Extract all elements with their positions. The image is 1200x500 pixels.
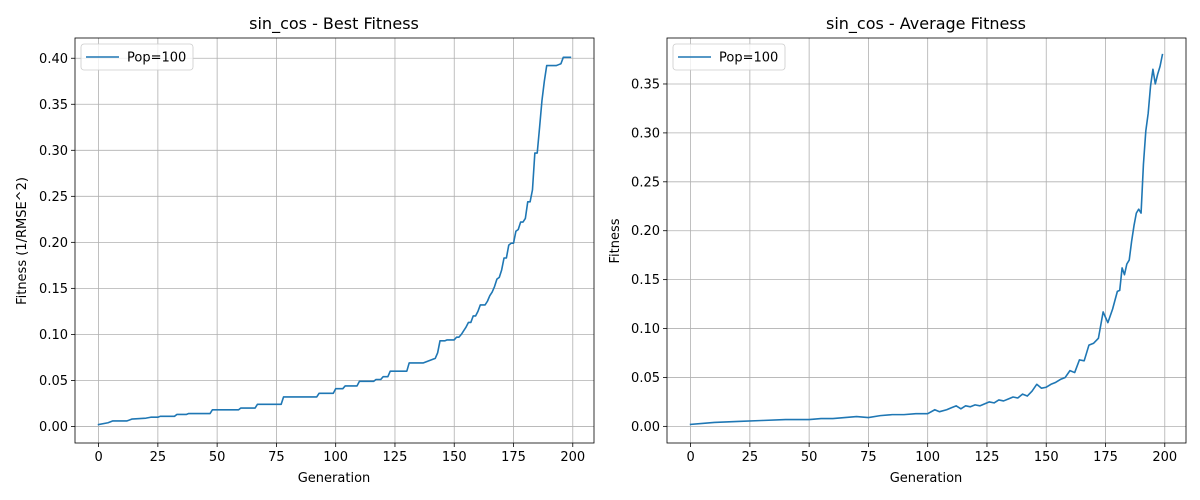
average-fitness-x-tick-label: 50 <box>801 450 818 465</box>
average-fitness-x-ticks: 0 25 50 75 100 125 150 175 200 <box>686 443 1177 465</box>
best-fitness-legend-label: Pop=100 <box>127 51 186 66</box>
best-fitness-y-tick-label: 0.05 <box>39 374 68 389</box>
average-fitness-subplot: sin_cos - Average Fitness 0 25 50 75 100 125 1… <box>608 14 1187 486</box>
average-fitness-y-axis-label: Fitness <box>608 218 623 263</box>
best-fitness-x-tick-label: 175 <box>501 450 526 465</box>
average-fitness-x-tick-label: 25 <box>742 450 759 465</box>
average-fitness-x-tick-label: 200 <box>1152 450 1177 465</box>
best-fitness-x-ticks: 0 25 50 75 100 125 150 175 200 <box>94 443 585 465</box>
average-fitness-series-layer <box>689 53 1164 426</box>
average-fitness-series-line <box>689 53 1164 426</box>
average-fitness-x-axis-label: Generation <box>890 471 963 486</box>
average-fitness-grid <box>667 38 1186 443</box>
best-fitness-series-line <box>97 56 572 426</box>
average-fitness-y-tick-label: 0.05 <box>631 371 660 386</box>
best-fitness-x-tick-label: 150 <box>442 450 467 465</box>
best-fitness-x-axis-label: Generation <box>298 471 371 486</box>
average-fitness-y-tick-label: 0.10 <box>631 322 660 337</box>
best-fitness-y-tick-label: 0.35 <box>39 98 68 113</box>
best-fitness-x-tick-label: 25 <box>150 450 167 465</box>
best-fitness-y-tick-label: 0.00 <box>39 420 68 435</box>
average-fitness-legend: Pop=100 <box>672 43 786 71</box>
average-fitness-y-tick-label: 0.20 <box>631 224 660 239</box>
average-fitness-y-tick-label: 0.00 <box>631 420 660 435</box>
average-fitness-y-tick-label: 0.30 <box>631 126 660 141</box>
best-fitness-x-tick-label: 75 <box>268 450 285 465</box>
average-fitness-x-tick-label: 175 <box>1093 450 1118 465</box>
average-fitness-title: sin_cos - Average Fitness <box>826 14 1026 34</box>
best-fitness-title: sin_cos - Best Fitness <box>249 14 419 34</box>
best-fitness-subplot: sin_cos - Best Fitness 0 25 50 75 100 125 150 1… <box>15 14 595 486</box>
average-fitness-axes-frame <box>666 37 1187 444</box>
best-fitness-y-axis-label: Fitness (1/RMSE^2) <box>15 177 30 305</box>
best-fitness-x-tick-label: 100 <box>323 450 348 465</box>
average-fitness-x-tick-label: 150 <box>1034 450 1059 465</box>
average-fitness-x-tick-label: 100 <box>915 450 940 465</box>
best-fitness-y-tick-label: 0.20 <box>39 236 68 251</box>
average-fitness-legend-label: Pop=100 <box>719 51 778 66</box>
average-fitness-legend-box <box>672 43 786 71</box>
average-fitness-x-tick-label: 75 <box>860 450 877 465</box>
best-fitness-x-tick-label: 200 <box>560 450 585 465</box>
best-fitness-grid <box>75 38 594 443</box>
best-fitness-legend: Pop=100 <box>80 43 194 71</box>
best-fitness-y-ticks: 0.00 0.05 0.10 0.15 0.20 0.25 0.30 0.35 0.40 <box>39 52 75 435</box>
average-fitness-y-tick-label: 0.35 <box>631 77 660 92</box>
best-fitness-x-tick-label: 50 <box>209 450 226 465</box>
average-fitness-x-tick-label: 125 <box>975 450 1000 465</box>
best-fitness-y-tick-label: 0.25 <box>39 190 68 205</box>
average-fitness-y-ticks: 0.00 0.05 0.10 0.15 0.20 0.25 0.30 0.35 <box>631 77 667 435</box>
average-fitness-y-tick-label: 0.25 <box>631 175 660 190</box>
average-fitness-x-tick-label: 0 <box>686 450 694 465</box>
best-fitness-y-tick-label: 0.40 <box>39 52 68 67</box>
best-fitness-y-tick-label: 0.10 <box>39 328 68 343</box>
best-fitness-y-tick-label: 0.15 <box>39 282 68 297</box>
best-fitness-y-tick-label: 0.30 <box>39 144 68 159</box>
best-fitness-x-tick-label: 0 <box>94 450 102 465</box>
average-fitness-y-tick-label: 0.15 <box>631 273 660 288</box>
best-fitness-series-layer <box>97 56 572 426</box>
best-fitness-x-tick-label: 125 <box>383 450 408 465</box>
best-fitness-axes-frame <box>74 37 595 444</box>
best-fitness-legend-box <box>80 43 194 71</box>
